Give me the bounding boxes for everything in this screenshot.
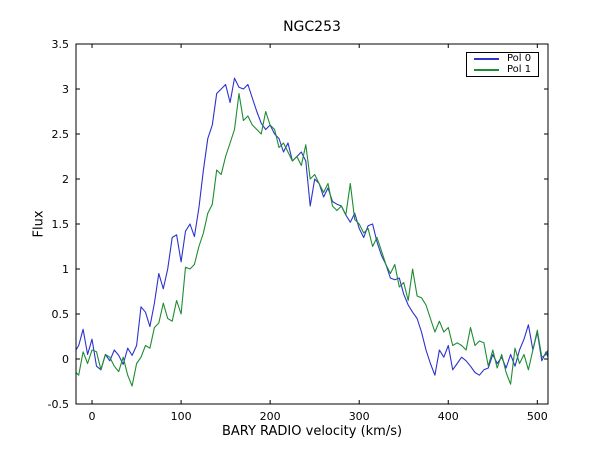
x-tick-label: 200 xyxy=(260,410,281,423)
x-axis-label: BARY RADIO velocity (km/s) xyxy=(221,424,403,439)
y-tick-label: -0.5 xyxy=(48,398,69,411)
x-tick-label: 400 xyxy=(438,410,459,423)
plot-frame xyxy=(75,43,549,405)
y-tick-label: 2.5 xyxy=(52,128,70,141)
y-axis-label: Flux xyxy=(31,210,47,238)
x-tick-label: 100 xyxy=(171,410,192,423)
legend-item-pol0: Pol 0 xyxy=(474,54,534,65)
y-tick-label: 0 xyxy=(62,353,69,366)
y-tick-label: 3 xyxy=(62,83,69,96)
y-tick-label: 2 xyxy=(62,173,69,186)
legend-label-pol0: Pol 0 xyxy=(507,53,532,65)
y-tick-label: 0.5 xyxy=(52,308,70,321)
legend-item-pol1: Pol 1 xyxy=(474,63,534,76)
series-line-1 xyxy=(75,92,549,387)
x-tick-label: 0 xyxy=(89,410,96,423)
series-line-0 xyxy=(75,77,549,376)
chart-title: NGC253 xyxy=(283,19,341,35)
y-tick-label: 1.5 xyxy=(52,218,70,231)
y-tick-label: 1 xyxy=(62,263,69,276)
pol0-line-swatch xyxy=(474,58,499,61)
y-tick-label: 3.5 xyxy=(52,38,70,51)
pol1-line-swatch xyxy=(474,68,499,71)
legend-label-pol1: Pol 1 xyxy=(507,63,532,75)
legend: Pol 0 Pol 1 xyxy=(466,52,539,77)
x-tick-label: 500 xyxy=(527,410,548,423)
x-tick-label: 300 xyxy=(349,410,370,423)
